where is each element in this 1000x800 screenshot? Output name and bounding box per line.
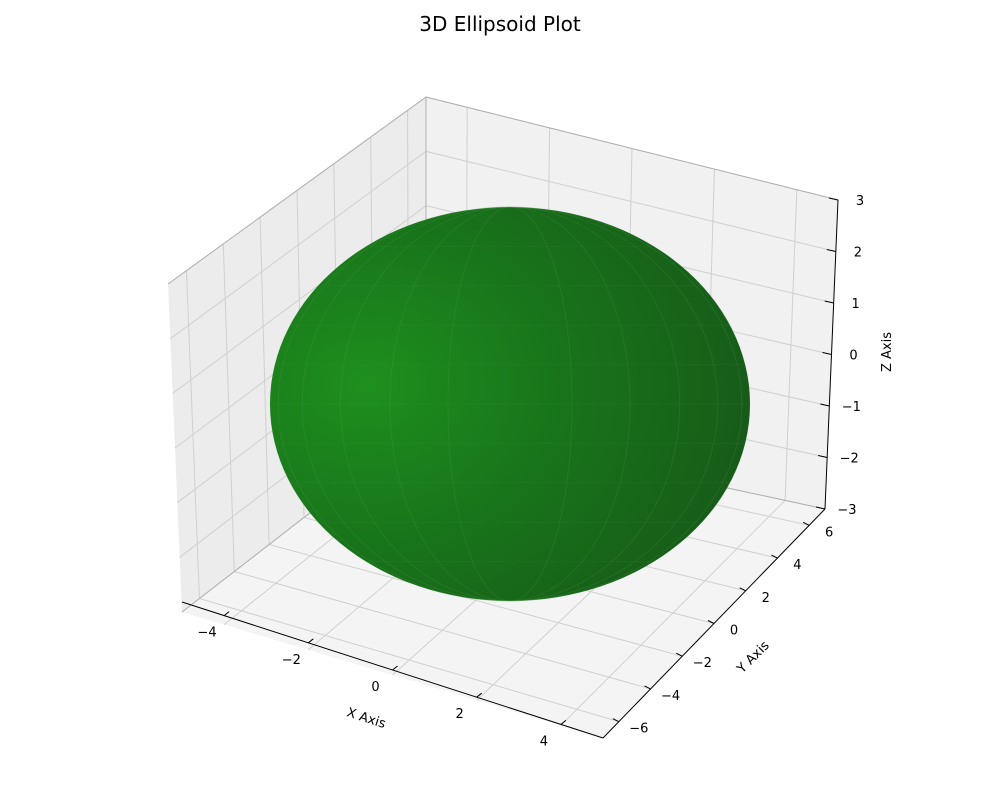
z-tick-label: 1 — [852, 297, 860, 312]
x-tick-label: −2 — [282, 653, 301, 668]
y-tick-mark — [676, 652, 683, 657]
mesh-meridian — [389, 206, 631, 602]
x-tick-mark — [476, 692, 483, 698]
y-tick-mark — [771, 554, 778, 559]
ellipsoid-surface — [269, 206, 751, 602]
y-tick-label: 0 — [730, 624, 738, 639]
mesh-meridian — [277, 206, 743, 602]
z-tick-label: 3 — [856, 194, 864, 209]
y-tick-mark — [612, 718, 620, 723]
y-tick-mark — [739, 587, 746, 592]
y-tick-mark — [802, 521, 810, 526]
z-tick-mark — [826, 249, 836, 252]
mesh-meridian — [339, 206, 681, 602]
ellipsoid-body — [270, 207, 750, 601]
x-tick-mark — [223, 611, 230, 616]
z-tick-mark — [824, 300, 834, 304]
x-tick-label: 2 — [456, 707, 464, 722]
z-tick-mark — [818, 455, 828, 458]
y-tick-label: 4 — [793, 558, 801, 573]
x-tick-mark — [392, 665, 398, 671]
z-tick-label: 0 — [849, 349, 857, 364]
mesh-meridian — [447, 206, 573, 602]
mesh-meridian — [447, 206, 573, 602]
x-tick-label: 0 — [371, 680, 379, 695]
y-gridline-floor — [199, 598, 619, 723]
x-tick-mark — [560, 720, 567, 725]
mesh-meridian — [301, 206, 719, 602]
x-axis-label: X Axis — [345, 705, 388, 732]
x-tick-label: −4 — [198, 626, 217, 641]
mesh-meridian — [301, 206, 719, 602]
z-tick-mark — [820, 403, 830, 407]
z-tick-mark — [828, 197, 839, 201]
y-tick-label: −2 — [693, 656, 712, 671]
z-tick-label: −3 — [837, 503, 856, 518]
axis-ticks: −4 −2 0 2 4 −6 −4 −2 0 2 4 6 −3 −2 −1 0 1 2 3 — [198, 194, 865, 749]
x-tick-mark — [307, 638, 314, 644]
y-tick-mark — [707, 620, 715, 624]
x-tick-label: 4 — [540, 734, 548, 749]
z-tick-label: −2 — [840, 452, 859, 467]
chart-title: 3D Ellipsoid Plot — [419, 12, 581, 36]
mesh-meridian — [269, 206, 751, 602]
surface-mesh — [269, 206, 751, 602]
mesh-meridian — [277, 206, 743, 602]
y-gridline-floor — [269, 544, 683, 657]
pane-edge-back — [425, 96, 839, 201]
mesh-meridian — [339, 206, 681, 602]
y-tick-label: −4 — [661, 689, 680, 704]
z-tick-label: −1 — [842, 400, 861, 415]
y-tick-label: −6 — [629, 722, 648, 737]
y-tick-label: 6 — [825, 525, 833, 540]
y-tick-label: 2 — [762, 591, 770, 606]
z-tick-mark — [822, 352, 832, 355]
mesh-meridian — [389, 206, 631, 602]
z-axis-label: Z Axis — [880, 332, 895, 372]
y-axis-label: Y Axis — [734, 638, 773, 677]
z-tick-mark — [815, 506, 826, 510]
z-tick-label: 2 — [854, 246, 862, 261]
y-gridline-floor — [234, 571, 651, 690]
y-tick-mark — [644, 685, 651, 690]
